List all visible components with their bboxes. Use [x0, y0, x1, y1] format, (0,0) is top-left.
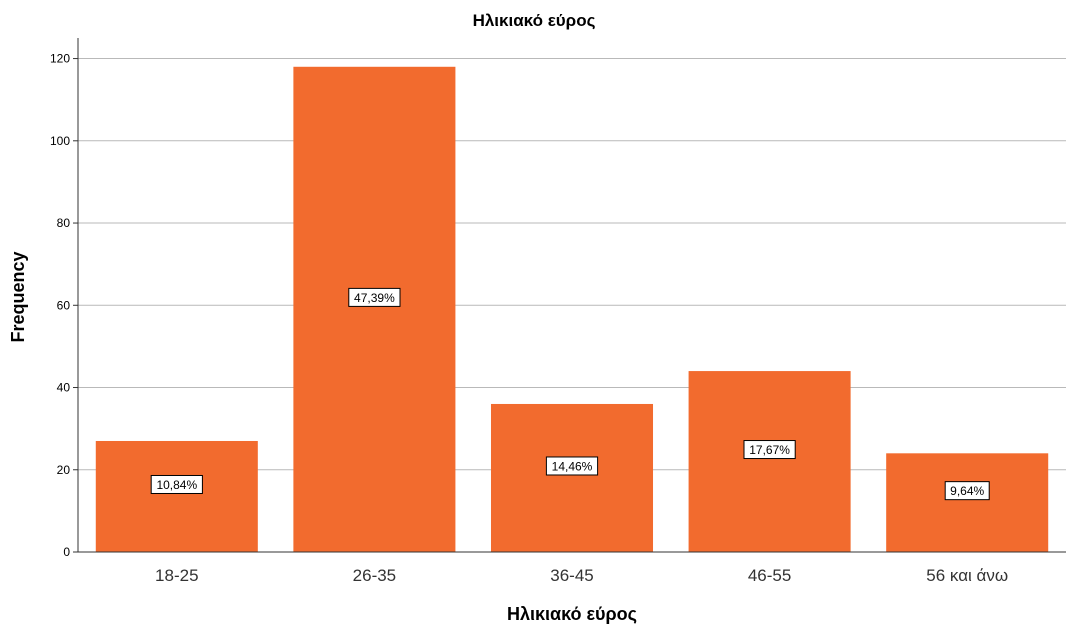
x-tick-label: 36-45: [550, 566, 593, 585]
y-tick-label: 120: [50, 52, 70, 66]
data-labels: 10,84% 47,39% 14,46% 17,67% 9,64%: [150, 287, 990, 501]
data-label: 47,39%: [354, 291, 395, 305]
data-label-box: [743, 440, 796, 460]
data-label: 14,46%: [552, 459, 593, 473]
chart-title: Ηλικιακό εύρος: [473, 11, 596, 30]
y-axis-title: Frequency: [8, 251, 28, 342]
bars: [95, 66, 1049, 552]
y-tick-label: 60: [57, 298, 71, 312]
y-tick-label: 20: [57, 463, 71, 477]
y-tick-label: 100: [50, 134, 70, 148]
y-tick-label: 0: [63, 545, 70, 559]
data-label-box: [348, 287, 401, 307]
x-tick-label: 56 και άνω: [926, 566, 1008, 585]
bar: [293, 66, 456, 552]
x-ticks: 18-25 26-35 36-45 46-55 56 και άνω: [155, 566, 1008, 585]
data-label-box: [944, 481, 990, 501]
data-label: 9,64%: [950, 484, 984, 498]
bar: [886, 453, 1049, 552]
data-label-box: [545, 456, 599, 476]
data-label: 17,67%: [749, 443, 790, 457]
bar: [490, 403, 654, 552]
y-ticks: 0 20 40 60 80 100 120: [50, 52, 78, 559]
bar: [95, 440, 258, 552]
x-tick-label: 26-35: [353, 566, 396, 585]
x-tick-label: 18-25: [155, 566, 198, 585]
data-label-box: [150, 474, 203, 494]
x-tick-label: 46-55: [748, 566, 791, 585]
bar: [688, 371, 851, 552]
axes: [77, 38, 1066, 553]
y-tick-label: 80: [57, 216, 71, 230]
data-label: 10,84%: [156, 478, 197, 492]
x-axis-title: Ηλικιακό εύρος: [507, 604, 637, 624]
y-tick-label: 40: [57, 381, 71, 395]
